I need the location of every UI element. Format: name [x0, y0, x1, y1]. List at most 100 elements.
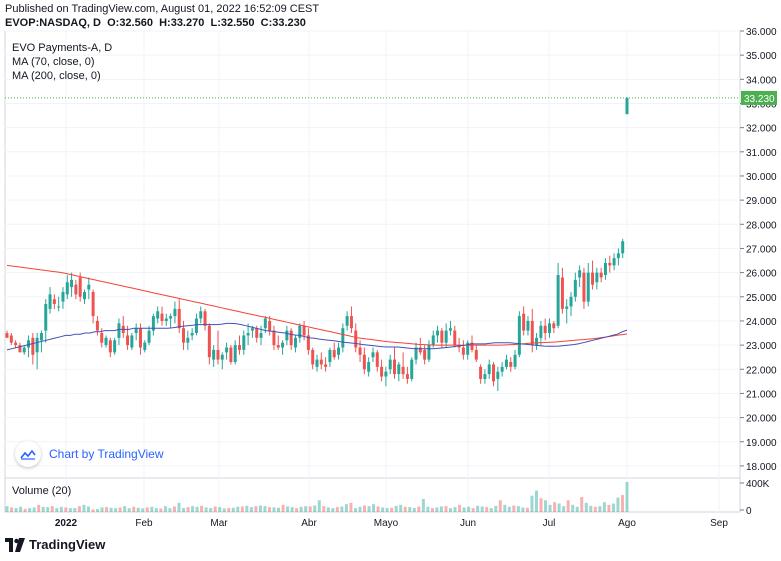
volume-bar	[150, 506, 154, 512]
candle	[113, 337, 117, 355]
price-tick-label: 31.000	[746, 148, 777, 159]
candle	[543, 318, 547, 341]
volume-bar	[471, 508, 475, 512]
candle-body	[134, 328, 138, 334]
volume-bar	[64, 507, 68, 512]
volume-bar	[580, 497, 584, 512]
volume-bar	[249, 507, 253, 512]
low-value: L:32.550	[210, 17, 255, 29]
candle	[461, 340, 465, 360]
volume-bar	[304, 506, 308, 512]
volume-bar	[145, 507, 149, 512]
candle	[621, 238, 625, 259]
price-tick-label: 21.000	[746, 389, 777, 400]
time-tick-label: Ago	[618, 518, 636, 529]
candle	[487, 359, 491, 379]
candle	[393, 347, 396, 379]
candle	[285, 325, 289, 346]
candle-body	[246, 333, 250, 336]
volume-bar	[458, 504, 462, 512]
volume-bar	[562, 506, 566, 512]
candle	[427, 340, 431, 363]
volume-bar	[258, 505, 262, 512]
candle-body	[126, 335, 130, 346]
candle-body	[44, 304, 48, 331]
candle-body	[608, 262, 612, 266]
volume-bar	[159, 508, 163, 512]
candle-body	[212, 349, 216, 360]
time-tick-label: Jul	[543, 518, 556, 529]
footer-brand: TradingView	[29, 537, 106, 552]
candle	[83, 289, 86, 305]
candle	[203, 308, 207, 331]
candle-body	[173, 308, 177, 317]
candle	[496, 366, 500, 392]
candle-body	[130, 335, 134, 348]
candle	[440, 328, 444, 348]
candle	[87, 277, 91, 300]
price-tick-label: 18.000	[746, 462, 777, 473]
candle-body	[539, 325, 543, 338]
candle	[302, 320, 306, 341]
candle	[298, 323, 302, 343]
candle-body	[384, 371, 388, 377]
volume-bar	[485, 507, 489, 512]
candle-body	[448, 328, 452, 331]
volume-bar	[625, 482, 629, 512]
candle-body	[427, 345, 431, 360]
volume-bar	[358, 506, 362, 512]
candle	[225, 342, 229, 360]
volume-bar	[313, 505, 317, 512]
candle	[591, 260, 595, 290]
candle	[281, 340, 285, 355]
candle	[173, 301, 177, 324]
candle	[130, 333, 134, 350]
candle-body	[423, 349, 427, 360]
candle-body	[565, 306, 569, 309]
candle-body	[143, 342, 147, 350]
volume-bar	[245, 505, 249, 512]
candle-body	[543, 325, 547, 334]
candle-body	[70, 279, 74, 288]
candle	[315, 354, 319, 372]
volume-bar	[381, 507, 385, 512]
candle-body	[207, 325, 211, 358]
ma200-line	[6, 264, 628, 346]
candle-body	[315, 359, 319, 367]
candle	[332, 342, 336, 360]
candle-body	[220, 354, 224, 360]
watermark-text: Chart by TradingView	[49, 447, 164, 461]
candle	[272, 325, 276, 350]
volume-bar	[611, 503, 615, 512]
candle	[78, 272, 82, 302]
volume-bar	[363, 505, 367, 512]
volume-tick-label: 400K	[746, 479, 770, 490]
time-tick-label: Mayo	[374, 518, 399, 529]
volume-bar	[109, 507, 113, 512]
price-tick-label: 19.000	[746, 438, 777, 449]
volume-bar	[123, 506, 127, 512]
candle-body	[259, 333, 263, 338]
volume-bar	[213, 506, 217, 512]
candle	[380, 359, 384, 382]
candle-body	[591, 272, 595, 285]
volume-bar	[575, 506, 579, 512]
candle	[418, 337, 422, 355]
candle-body	[255, 328, 259, 338]
candle	[401, 352, 405, 379]
volume-bar	[272, 507, 276, 512]
price-tick-label: 27.000	[746, 244, 777, 255]
candle-body	[569, 296, 573, 307]
volume-bar	[73, 508, 77, 512]
volume-tick-label: 0	[746, 506, 752, 517]
chart-by-tradingview-link[interactable]: Chart by TradingView	[15, 441, 164, 467]
candle	[539, 320, 543, 346]
candle-body	[414, 347, 418, 360]
candle-body	[18, 345, 22, 353]
volume-bar	[399, 504, 403, 512]
volume-bar	[598, 506, 602, 512]
candle	[548, 318, 551, 338]
candle	[324, 357, 328, 372]
volume-bar	[10, 507, 14, 512]
